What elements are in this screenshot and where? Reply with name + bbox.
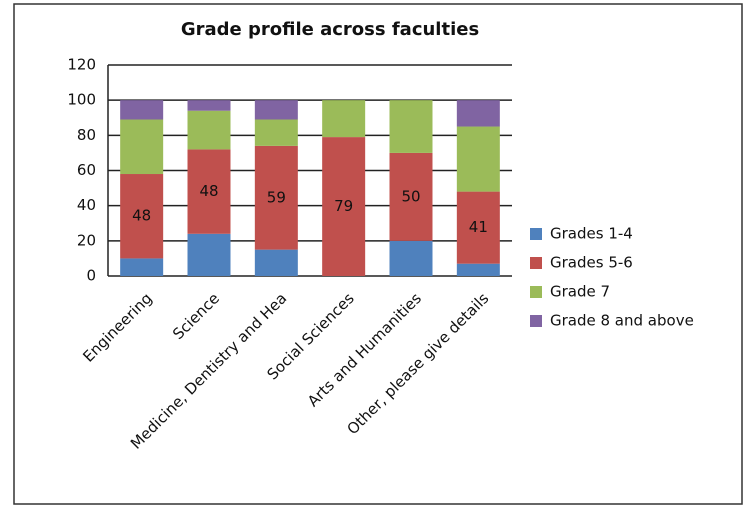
y-tick-label: 0 (86, 267, 96, 285)
bar-segment (187, 149, 231, 234)
legend-label: Grades 5-6 (550, 254, 633, 272)
legend-swatch (530, 257, 542, 269)
y-tick-label: 20 (77, 231, 96, 249)
bar-segment (120, 119, 164, 175)
bar-segment (187, 233, 231, 276)
data-label: 48 (132, 207, 151, 225)
legend-label: Grade 7 (550, 283, 610, 301)
data-label: 41 (469, 218, 488, 236)
bar-segment (120, 258, 164, 276)
y-tick-label: 100 (67, 91, 96, 109)
bar-segment (322, 137, 366, 276)
bar-segment (389, 240, 433, 276)
y-tick-label: 60 (77, 161, 96, 179)
bar-segment (254, 119, 298, 146)
bar-segment (389, 152, 433, 241)
bar-segment (254, 100, 298, 120)
legend-label: Grades 1-4 (550, 225, 633, 243)
legend-label: Grade 8 and above (550, 312, 694, 330)
y-tick-label: 120 (67, 56, 96, 74)
data-label: 59 (267, 188, 286, 206)
bar-segment (120, 100, 164, 120)
bar-segment (456, 191, 500, 264)
bar-segment (187, 110, 231, 150)
bar-segment (120, 174, 164, 259)
bar-segment (456, 263, 500, 276)
bar-segment (254, 145, 298, 250)
data-label: 79 (334, 197, 353, 215)
data-label: 50 (401, 187, 420, 205)
bar-segment (187, 100, 231, 111)
y-tick-label: 80 (77, 126, 96, 144)
bar-segment (456, 126, 500, 192)
legend-swatch (530, 228, 542, 240)
chart-title: Grade profile across faculties (181, 19, 479, 40)
y-tick-label: 40 (77, 196, 96, 214)
data-label: 48 (199, 182, 218, 200)
bar-segment (456, 100, 500, 127)
bar-segment (322, 100, 366, 138)
bar-segment (389, 100, 433, 153)
legend-swatch (530, 286, 542, 298)
bar-segment (254, 249, 298, 276)
legend-swatch (530, 315, 542, 327)
